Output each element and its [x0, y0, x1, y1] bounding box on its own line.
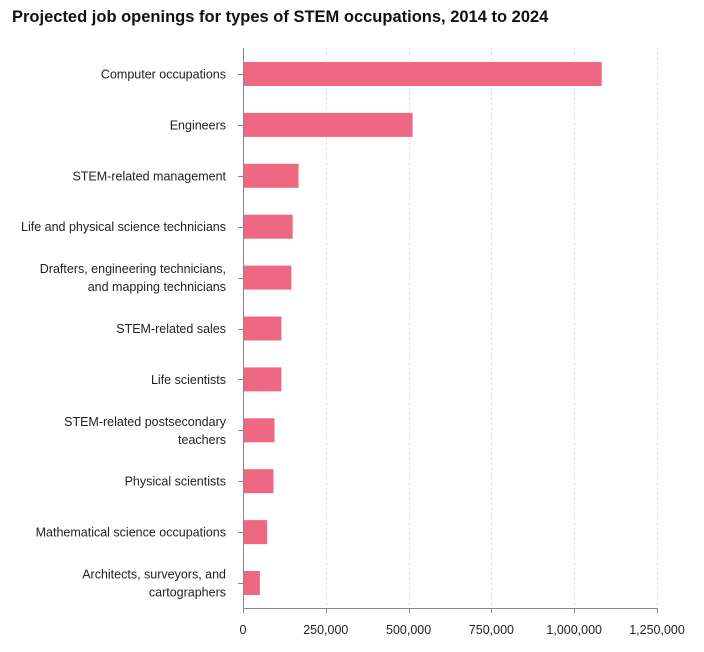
x-tick-label: 500,000 — [386, 623, 431, 637]
category-labels: Computer occupations Engineers STEM-relate… — [21, 68, 227, 600]
bar — [244, 112, 413, 137]
bar — [244, 163, 299, 188]
bar — [244, 418, 275, 443]
category-label: Life and physical science technicians — [21, 220, 226, 234]
x-tick-labels: 0 250,000 500,000 750,000 1,000,000 1,250,000 — [240, 623, 685, 637]
category-label: cartographers — [149, 586, 226, 600]
x-tick-label: 1,250,000 — [629, 623, 685, 637]
x-tick-label: 250,000 — [303, 623, 348, 637]
chart-title: Projected job openings for types of STEM… — [12, 8, 549, 26]
category-label: Architects, surveyors, and — [82, 568, 226, 582]
category-label: STEM-related management — [72, 169, 226, 183]
gridlines — [326, 48, 658, 608]
x-tick-label: 1,000,000 — [546, 623, 602, 637]
category-label: teachers — [178, 433, 226, 447]
bar — [244, 469, 274, 494]
bars — [244, 62, 602, 595]
bar — [244, 214, 293, 239]
category-label: STEM-related postsecondary — [64, 415, 227, 429]
bar — [244, 62, 602, 86]
bar — [244, 316, 282, 341]
category-label: Drafters, engineering technicians, — [40, 262, 226, 276]
bar — [244, 520, 268, 545]
bar — [244, 367, 282, 392]
category-label: Life scientists — [151, 373, 226, 387]
category-label: and mapping technicians — [88, 280, 226, 294]
x-tick-label: 0 — [240, 623, 247, 637]
category-label: STEM-related sales — [116, 322, 226, 336]
category-label: Computer occupations — [101, 68, 226, 82]
x-tick-label: 750,000 — [469, 623, 514, 637]
category-label: Physical scientists — [125, 475, 226, 489]
axes — [238, 48, 658, 613]
category-label: Engineers — [170, 118, 226, 132]
bar — [244, 265, 292, 290]
bar — [244, 571, 260, 595]
category-label: Mathematical science occupations — [36, 526, 226, 540]
